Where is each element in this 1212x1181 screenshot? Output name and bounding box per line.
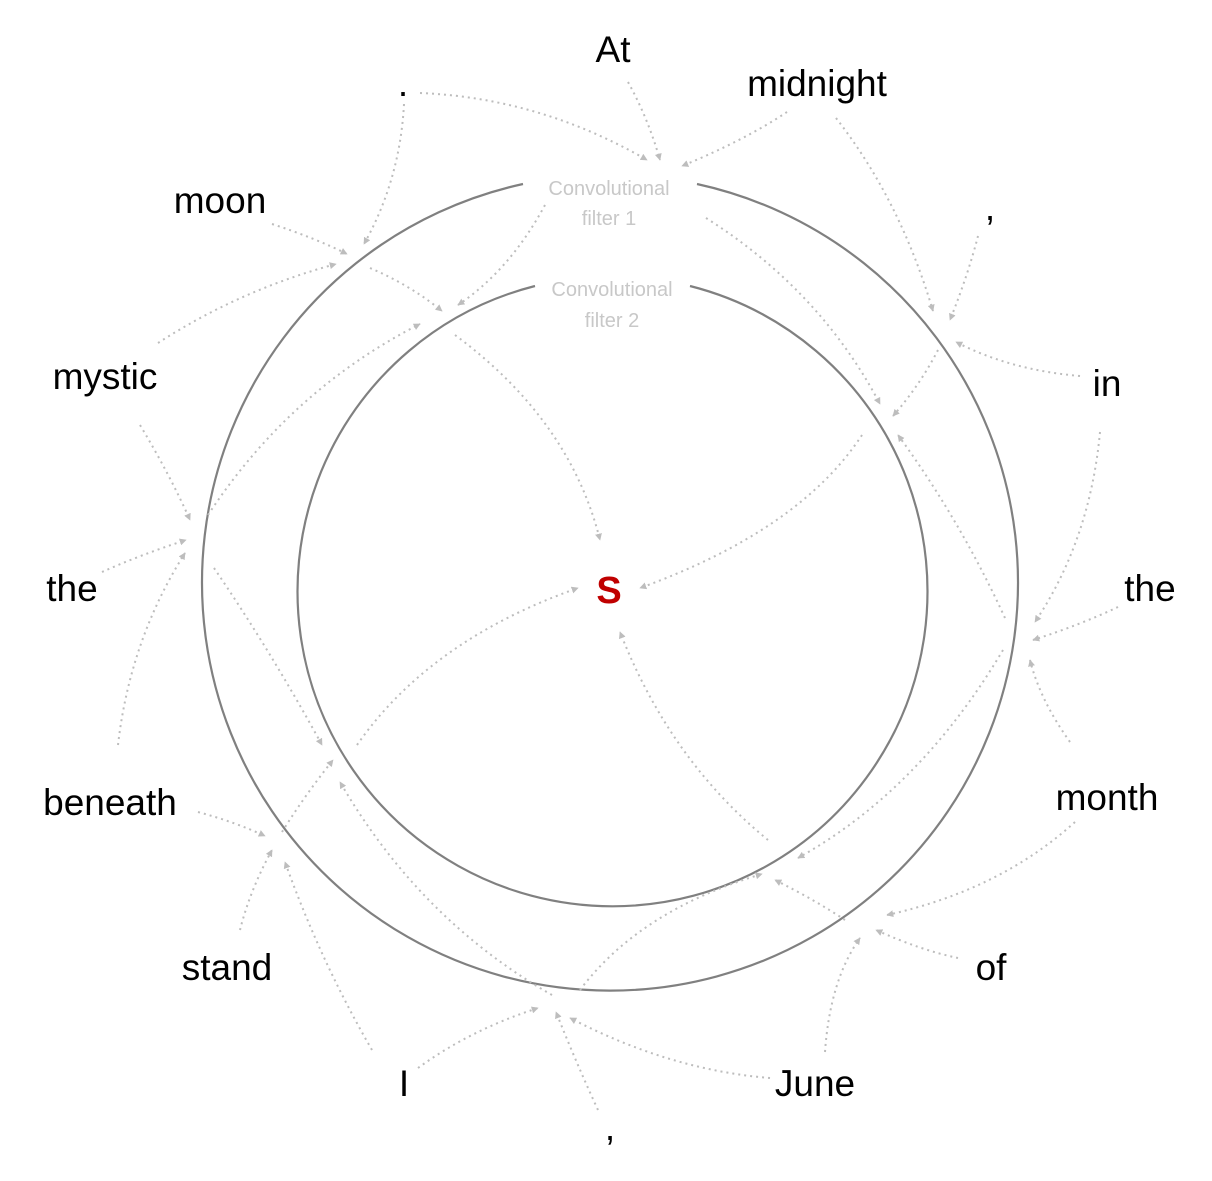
word-comma-2: , xyxy=(605,1107,615,1148)
arrow-f1d-to-f2c xyxy=(774,879,846,921)
arrow-mystic-to-f1-g xyxy=(139,424,191,521)
arrow-of-to-f1-d xyxy=(875,929,959,959)
arrow-f1h-to-f2a xyxy=(369,267,443,312)
arrow-f1c-to-f2b xyxy=(897,434,1006,619)
filter-2-label-line-1: Convolutional xyxy=(551,279,672,301)
word-moon: moon xyxy=(174,180,267,221)
word-mystic: mystic xyxy=(53,356,158,397)
arrow-in-to-f1-c xyxy=(1034,431,1101,623)
arrow-period-to-f1-h xyxy=(363,103,405,245)
arrow-beneath-to-f1-g xyxy=(117,552,186,746)
arrow-moon-to-f1-h xyxy=(271,223,348,255)
arrow-f1g-to-f2a xyxy=(207,323,421,516)
word-june: June xyxy=(775,1063,855,1104)
arrow-month-to-f1-c xyxy=(1028,659,1071,743)
arrow-period-to-f1-a xyxy=(419,92,648,161)
arrow-june-to-f1-d xyxy=(824,937,861,1053)
arrow-in-to-f1-b xyxy=(955,341,1081,377)
arrow-beneath-to-f1-f xyxy=(197,811,266,837)
arrow-at-to-f1-a xyxy=(627,81,662,161)
word-of: of xyxy=(976,947,1008,988)
word-in: in xyxy=(1093,363,1122,404)
arrow-f1f-to-f2d xyxy=(281,759,334,833)
word-at: At xyxy=(596,29,632,70)
word-month: month xyxy=(1056,777,1159,818)
word-midnight: midnight xyxy=(747,63,888,104)
arrow-f1b-to-f2b xyxy=(892,349,939,417)
arrow-comma2-to-f1-e xyxy=(555,1011,599,1111)
arrow-stand-to-f1-f xyxy=(239,849,273,931)
arrow-midnight-to-f1-a xyxy=(681,111,788,167)
arrow-midnight-to-f1-b xyxy=(835,117,935,312)
arrow-f2b-to-s xyxy=(639,434,863,590)
arrow-f1a-to-f2b xyxy=(705,217,881,405)
sentence-representation-label: S xyxy=(596,570,621,612)
arrow-f1a-to-f2a xyxy=(457,204,546,306)
arrow-the-to-f1-g xyxy=(101,538,187,573)
word-i: I xyxy=(399,1063,409,1104)
word-the-left: the xyxy=(46,568,97,609)
arrow-f1e-to-f2d xyxy=(339,781,553,996)
arrow-f1e-to-f2c xyxy=(579,872,763,991)
arrow-the-to-f1-c xyxy=(1032,606,1119,642)
word-beneath: beneath xyxy=(43,782,177,823)
arrow-comma1-to-f1-b xyxy=(949,235,979,321)
arrow-mystic-to-f1-h xyxy=(157,262,337,344)
arrow-month-to-f1-d xyxy=(886,821,1076,918)
word-to-filter-1-arrows xyxy=(101,81,1119,1111)
word-comma-1: , xyxy=(985,187,995,228)
word-stand: stand xyxy=(182,947,273,988)
inner-ring-filter-2 xyxy=(296,284,929,908)
word-period: . xyxy=(398,63,408,104)
filter-2-label-line-2: filter 2 xyxy=(585,310,639,332)
filter-2-to-sentence-arrows xyxy=(356,334,863,841)
arrow-f1c-to-f2c xyxy=(797,649,1004,859)
outer-ring-filter-1 xyxy=(200,182,1020,992)
arrow-f1g-to-f2d xyxy=(213,567,323,746)
arrow-i-to-f1-e xyxy=(417,1006,539,1069)
arrow-june-to-f1-e xyxy=(569,1017,771,1079)
arrow-i-to-f1-f xyxy=(283,861,373,1051)
filter-1-label-line-1: Convolutional xyxy=(548,178,669,200)
arrow-f2d-to-s xyxy=(356,586,579,746)
word-the-right: the xyxy=(1124,568,1175,609)
filter-1-to-filter-2-arrows xyxy=(207,204,1006,996)
arrow-f2a-to-s xyxy=(454,334,602,541)
arrow-f2c-to-s xyxy=(619,631,769,841)
filter-1-label-line-2: filter 1 xyxy=(582,208,636,230)
